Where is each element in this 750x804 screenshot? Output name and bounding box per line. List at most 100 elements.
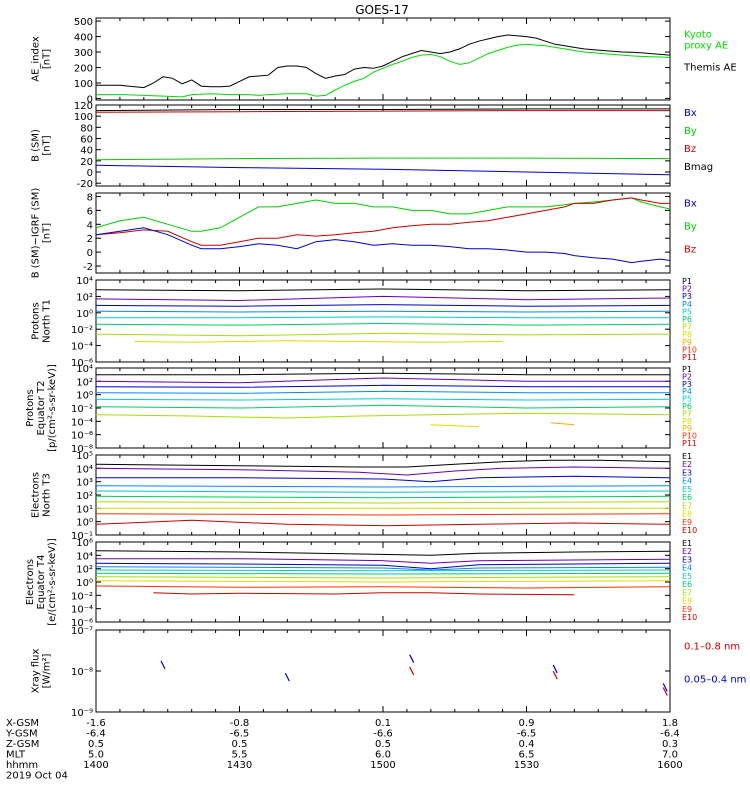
series-line-themis-ae (96, 34, 670, 89)
y-tick-label: 10² (76, 491, 93, 502)
y-tick-label: 10⁻⁶ (71, 431, 93, 442)
x-tick-label: -1.6 (86, 718, 106, 729)
figure-title: GOES-17 (355, 3, 409, 17)
y-tick-label: 300 (74, 48, 93, 59)
series-line-bz (96, 110, 670, 113)
y-tick-label: 10⁻⁶ (71, 618, 93, 629)
xray-point (662, 683, 668, 692)
panel-ee: 10⁻⁶ 10⁻⁴ 10⁻² 10⁰ 10² 10⁴ 10⁶ ElectronsEquator… (25, 538, 697, 629)
series-line-e10 (96, 519, 670, 527)
series-line-e5 (96, 569, 670, 572)
series-line-e7 (96, 501, 670, 504)
y-tick-label: 10⁻⁹ (71, 708, 93, 719)
y-axis-label: ProtonsNorth T1 (31, 299, 53, 343)
series-line-p1 (96, 372, 670, 376)
y-tick-label: 60 (80, 135, 93, 146)
series-line-e3 (96, 562, 670, 570)
y-tick-label: 10⁰ (76, 578, 93, 589)
x-tick-label: 6.0 (375, 750, 391, 761)
legend-entry: P8 (682, 330, 692, 339)
legend-entry: P7 (682, 409, 692, 418)
panel-pn: 10⁻⁶ 10⁻⁴ 10⁻² 10⁰ 10² 10⁴ ProtonsNorth T1 P1P2… (31, 276, 698, 369)
y-tick-label: -2 (83, 262, 93, 273)
y-axis-label: B (SM)[nT] (31, 129, 53, 162)
legend-entry: E4 (682, 477, 692, 486)
legend-entry: P5 (682, 395, 692, 404)
series-line-p3 (96, 384, 670, 388)
legend-entry: E1 (682, 452, 692, 461)
legend-entry: E7 (682, 501, 692, 510)
series-line-e4 (96, 566, 670, 571)
panel-pe: 10⁻⁸ 10⁻⁶ 10⁻⁴ 10⁻² 10⁰ 10² 10⁴ ProtonsEquator … (25, 364, 697, 455)
legend-entry: E3 (682, 468, 692, 477)
xray-point (552, 670, 558, 680)
series-line-p5 (96, 316, 670, 319)
panel-xray: 10⁻⁹ 10⁻⁸ 10⁻⁷ Xray flux[W/m²] 0.1–0.8 nm 0.0… (31, 626, 747, 719)
series-line-e9 (96, 513, 670, 516)
series-line-p4 (96, 390, 670, 394)
xray-point (662, 687, 668, 696)
panel-frame (95, 17, 671, 101)
y-tick-label: 10⁰ (76, 518, 93, 529)
series-line-bz (96, 197, 670, 246)
panel-frame (95, 367, 671, 449)
legend-entry: E4 (682, 564, 692, 573)
legend-entry: P4 (682, 387, 692, 396)
y-tick-label: 10⁻⁴ (71, 605, 93, 616)
y-axis-label: B (SM)−IGRF (SM)[nT] (31, 188, 53, 279)
y-tick-label: 100 (74, 79, 93, 90)
legend-entry: P11 (682, 439, 697, 448)
legend-entry: 0.1–0.8 nm (684, 642, 740, 653)
x-tick-label: -6.4 (660, 729, 680, 740)
y-axis-label: Xray flux[W/m²] (31, 649, 53, 694)
legend-entry: P10 (682, 432, 697, 441)
series-line-e3 (96, 475, 670, 483)
series-line-p4 (96, 310, 670, 313)
x-axis-row-label: Z-GSM (6, 739, 39, 750)
y-tick-label: 120 (74, 101, 93, 112)
series-line-p7 (96, 412, 670, 419)
legend-entry: 0.05–0.4 nm (684, 674, 746, 685)
y-tick-label: 200 (74, 64, 93, 75)
series-line-bmag (96, 108, 670, 112)
y-axis-label: ElectronsNorth T3 (31, 472, 53, 518)
series-line-e7 (96, 576, 670, 579)
legend-entry: E7 (682, 588, 692, 597)
legend-entry: E6 (682, 580, 692, 589)
series-line-by (96, 157, 670, 161)
x-axis-row-label: MLT (6, 750, 26, 761)
legend-entry: E5 (682, 572, 692, 581)
series-line-p5 (96, 398, 670, 401)
legend-entry: E2 (682, 460, 692, 469)
legend-entry: E8 (682, 597, 692, 606)
x-axis-row-label: Y-GSM (5, 729, 38, 740)
legend-entry: Bmag (684, 162, 713, 173)
panel-en: 10⁻¹ 10⁰ 10¹ 10² 10³ 10⁴ 10⁵ ElectronsNorth T3 E… (31, 451, 698, 542)
legend-entry: P9 (682, 424, 692, 433)
x-tick-label: 0.5 (232, 739, 248, 750)
date-label: 2019 Oct 04 (6, 771, 68, 782)
legend-entry: Bz (684, 144, 696, 155)
legend-entry: E10 (682, 613, 697, 622)
panel-frame (95, 192, 671, 274)
panel-frame (95, 279, 671, 363)
y-tick-label: 4 (87, 220, 93, 231)
legend-entry: P7 (682, 323, 692, 332)
x-tick-label: 1400 (83, 760, 108, 771)
y-tick-label: 10⁻² (71, 591, 93, 602)
legend-entry: Themis AE (683, 62, 737, 73)
legend-entry: Bx (684, 199, 697, 210)
legend-entry: By (684, 126, 697, 137)
y-tick-label: 10⁶ (76, 538, 93, 549)
series-line-bx (96, 227, 670, 264)
series-line-p8 (134, 340, 503, 343)
legend-entry: P2 (682, 285, 692, 294)
y-tick-label: 0 (87, 248, 93, 259)
legend-entry: Kyoto proxy AE (684, 30, 728, 52)
x-tick-label: 0.3 (662, 739, 678, 750)
legend-entry: P3 (682, 380, 692, 389)
series-line-e2 (96, 466, 670, 476)
y-tick-label: 10⁰ (76, 391, 93, 402)
xray-point (409, 666, 415, 676)
